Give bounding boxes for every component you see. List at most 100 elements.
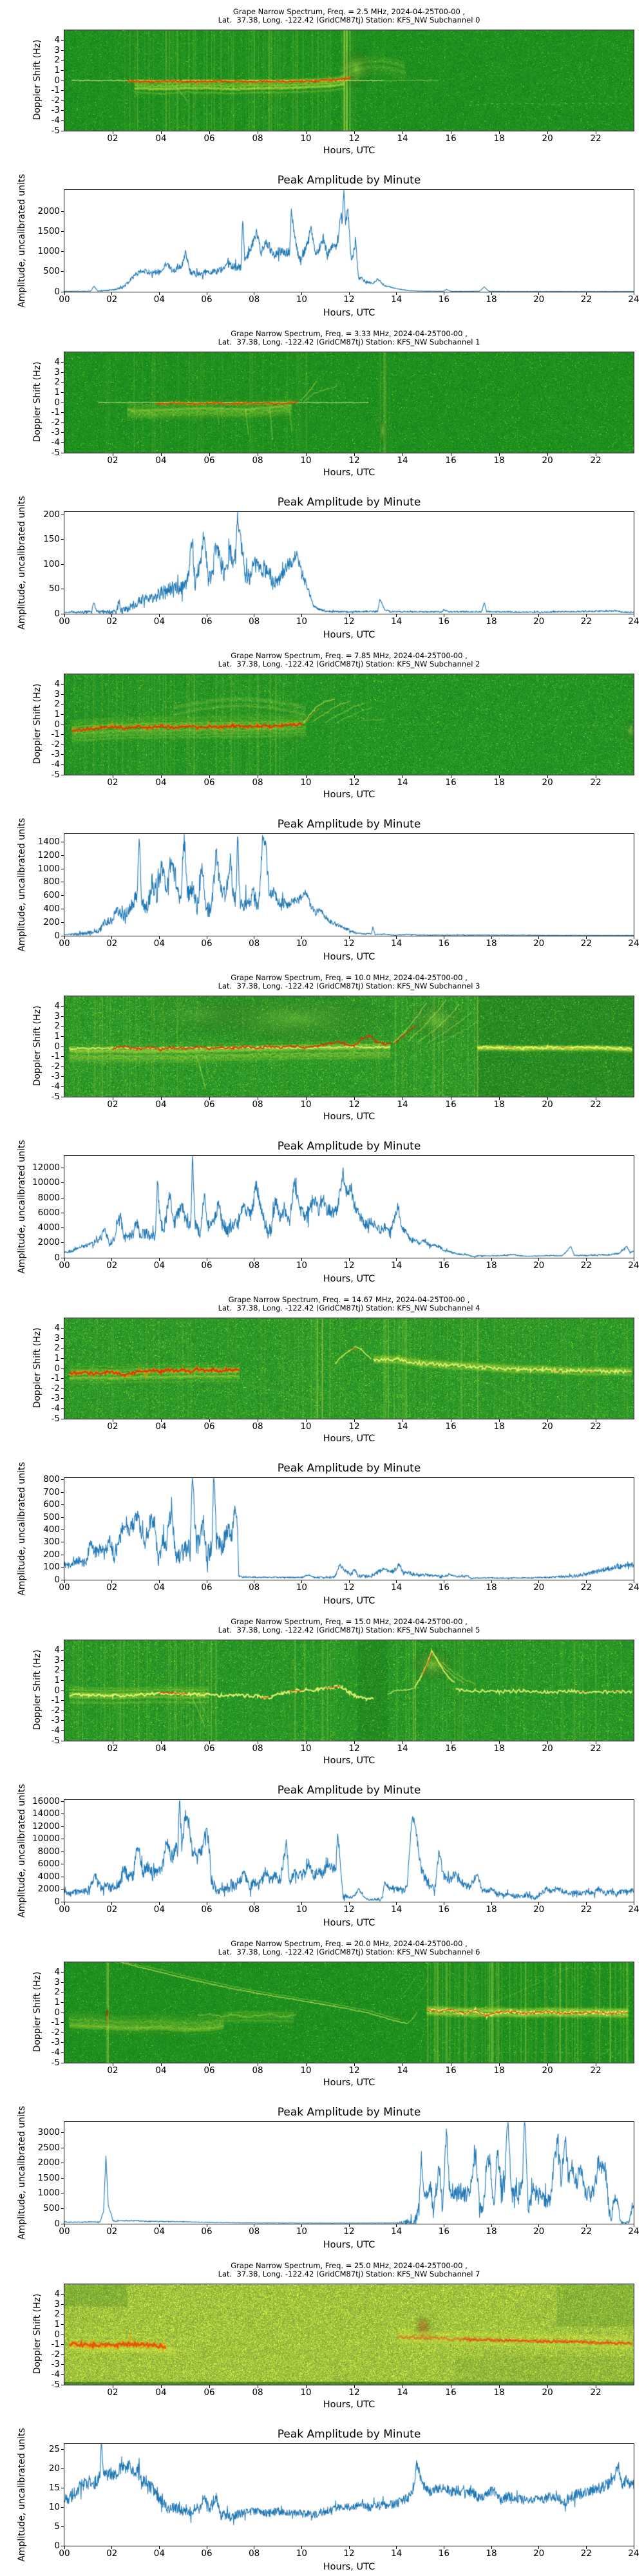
- x-tick-label: 18: [493, 1099, 505, 1110]
- y-tick-label: 2: [54, 1021, 60, 1032]
- x-tick-mark: [305, 131, 307, 134]
- x-tick-mark: [64, 1902, 65, 1905]
- y-tick-label: 0: [54, 286, 60, 297]
- y-tick-mark: [61, 1690, 64, 1691]
- y-tick-label: -3: [51, 749, 60, 760]
- y-tick-mark: [61, 1992, 64, 1993]
- y-tick-mark: [61, 1479, 64, 1481]
- y-tick-label: 16000: [32, 1795, 60, 1806]
- amplitude-x-axis-label: Hours, UTC: [323, 1918, 375, 1928]
- x-tick-label: 04: [153, 1904, 165, 1915]
- x-tick-mark: [305, 1419, 307, 1422]
- x-tick-label: 16: [438, 938, 450, 949]
- y-tick-mark: [61, 2364, 64, 2365]
- y-tick-label: -1: [51, 1051, 60, 1062]
- x-tick-label: 06: [201, 938, 213, 949]
- x-tick-mark: [348, 292, 350, 295]
- x-tick-mark: [396, 614, 397, 617]
- x-tick-label: 06: [204, 455, 215, 466]
- x-tick-label: 10: [300, 1421, 312, 1432]
- amplitude-x-axis-label: Hours, UTC: [323, 1274, 375, 1284]
- y-tick-mark: [61, 2012, 64, 2013]
- x-tick-mark: [396, 292, 397, 295]
- x-tick-label: 04: [155, 2387, 167, 2398]
- x-tick-label: 02: [107, 2387, 118, 2398]
- x-tick-mark: [585, 292, 587, 295]
- amplitude-x-axis-label: Hours, UTC: [323, 2240, 375, 2250]
- x-tick-mark: [348, 2546, 350, 2549]
- y-tick-label: -5: [51, 1735, 60, 1746]
- x-tick-label: 14: [391, 938, 402, 949]
- amplitude-y-axis-label: Amplitude, uncalibrated units: [17, 1462, 27, 1596]
- y-tick-mark: [61, 1182, 64, 1184]
- panel-subchannel-0: Grape Narrow Spectrum, Freq. = 2.5 MHz, …: [0, 0, 644, 322]
- x-tick-label: 08: [249, 2226, 260, 2237]
- x-tick-mark: [538, 936, 540, 939]
- y-tick-mark: [61, 2042, 64, 2043]
- y-tick-label: 4: [54, 1001, 60, 1012]
- y-tick-label: -4: [51, 759, 60, 770]
- y-tick-label: -1: [51, 85, 60, 96]
- y-tick-mark: [61, 120, 64, 121]
- amplitude-canvas-5: [64, 1799, 634, 1902]
- amplitude-canvas-6: [64, 2121, 634, 2224]
- y-tick-label: 15: [48, 2483, 60, 2494]
- y-tick-label: -3: [51, 1071, 60, 1082]
- y-tick-label: 10000: [32, 1833, 60, 1844]
- x-tick-label: 24: [628, 938, 639, 949]
- x-tick-mark: [585, 936, 587, 939]
- y-tick-mark: [61, 1388, 64, 1389]
- y-tick-mark: [61, 724, 64, 725]
- x-tick-mark: [396, 2224, 397, 2227]
- y-tick-mark: [61, 1972, 64, 1973]
- x-tick-label: 00: [59, 294, 70, 305]
- x-tick-label: 00: [59, 1904, 70, 1915]
- y-tick-label: -5: [51, 125, 60, 136]
- y-tick-mark: [61, 60, 64, 61]
- x-tick-label: 04: [155, 133, 167, 144]
- x-tick-mark: [301, 2546, 302, 2549]
- x-tick-label: 04: [153, 616, 165, 627]
- x-tick-mark: [491, 614, 492, 617]
- spectrogram-title-line1: Grape Narrow Spectrum, Freq. = 20.0 MHz,…: [231, 1939, 468, 1948]
- x-tick-label: 14: [397, 777, 408, 788]
- y-tick-mark: [61, 1056, 64, 1057]
- y-tick-mark: [61, 1492, 64, 1493]
- x-tick-mark: [209, 775, 210, 778]
- y-tick-mark: [61, 2314, 64, 2315]
- x-tick-label: 24: [628, 294, 639, 305]
- x-tick-label: 14: [391, 1582, 402, 1593]
- x-tick-mark: [301, 936, 302, 939]
- x-tick-label: 22: [590, 133, 601, 144]
- x-tick-label: 24: [628, 2226, 639, 2237]
- y-tick-mark: [61, 2468, 64, 2470]
- x-tick-label: 16: [445, 1099, 457, 1110]
- y-tick-label: 8000: [37, 1846, 60, 1857]
- y-tick-label: 1: [54, 1674, 60, 1685]
- y-tick-mark: [61, 2506, 64, 2508]
- x-tick-label: 08: [249, 294, 260, 305]
- x-tick-label: 02: [106, 616, 118, 627]
- x-tick-label: 04: [155, 1099, 167, 1110]
- x-tick-mark: [498, 1097, 500, 1100]
- x-tick-label: 20: [542, 777, 553, 788]
- x-tick-label: 12: [343, 2548, 355, 2559]
- y-tick-mark: [61, 251, 64, 252]
- panel-subchannel-6: Grape Narrow Spectrum, Freq. = 20.0 MHz,…: [0, 1932, 644, 2254]
- x-tick-label: 14: [391, 2226, 402, 2237]
- y-tick-label: 1: [54, 1352, 60, 1363]
- y-tick-mark: [61, 2294, 64, 2295]
- spectrogram-x-axis-label: Hours, UTC: [323, 146, 375, 156]
- x-tick-label: 20: [533, 294, 545, 305]
- y-tick-mark: [61, 2334, 64, 2335]
- spectrogram-title-line1: Grape Narrow Spectrum, Freq. = 7.85 MHz,…: [231, 651, 468, 660]
- x-tick-mark: [301, 292, 302, 295]
- y-tick-mark: [61, 2449, 64, 2450]
- y-tick-label: -2: [51, 739, 60, 750]
- x-tick-mark: [547, 1419, 548, 1422]
- x-tick-label: 20: [533, 2226, 545, 2237]
- y-tick-mark: [61, 704, 64, 705]
- x-tick-mark: [396, 2546, 397, 2549]
- x-tick-label: 20: [533, 616, 545, 627]
- y-tick-mark: [61, 539, 64, 540]
